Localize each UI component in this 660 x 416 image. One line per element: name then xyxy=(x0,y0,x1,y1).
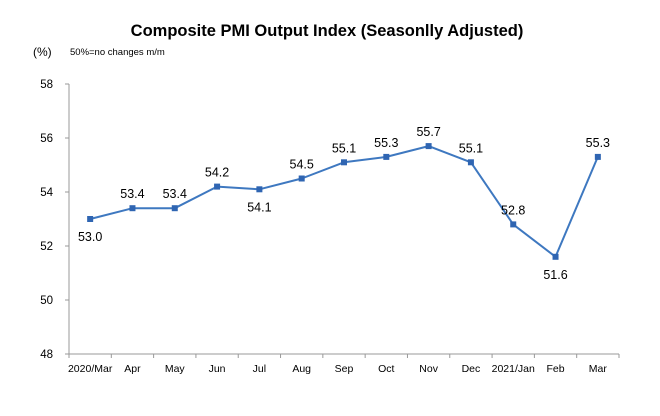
x-tick-label: Jun xyxy=(209,363,226,375)
data-label: 55.3 xyxy=(586,136,610,150)
chart-title: Composite PMI Output Index (Seasonlly Ad… xyxy=(131,22,524,40)
x-tick-label: 2020/Mar xyxy=(68,363,113,375)
chart-note: 50%=no changes m/m xyxy=(70,47,165,58)
data-label: 55.1 xyxy=(459,141,483,155)
data-point-marker xyxy=(171,205,178,212)
data-label: 54.5 xyxy=(290,158,314,172)
y-tick-label: 50 xyxy=(40,295,53,307)
y-axis-ticks: 48 50 52 54 56 58 xyxy=(40,79,69,361)
data-labels: 53.0 53.4 53.4 54.2 54.1 54.5 55.1 55.3 55.7 55.1… xyxy=(78,125,610,282)
data-label: 52.8 xyxy=(501,203,525,217)
y-tick-label: 52 xyxy=(40,241,53,253)
x-tick-label: Feb xyxy=(546,363,564,375)
data-point-marker xyxy=(510,221,517,228)
series-markers xyxy=(87,143,601,260)
data-point-marker xyxy=(552,253,559,260)
data-point-marker xyxy=(214,183,221,190)
data-label: 51.6 xyxy=(543,268,567,282)
data-label: 54.1 xyxy=(247,200,271,214)
y-tick-label: 58 xyxy=(40,79,53,91)
y-tick-label: 54 xyxy=(40,187,53,199)
x-tick-label: Dec xyxy=(462,363,481,375)
x-axis-ticks: 2020/Mar Apr May Jun Jul Aug Sep Oct Nov Dec 2021/… xyxy=(68,354,620,375)
x-tick-label: Oct xyxy=(378,363,394,375)
data-label: 55.1 xyxy=(332,141,356,155)
y-tick-label: 48 xyxy=(40,349,53,361)
data-point-marker xyxy=(594,153,601,160)
data-label: 55.7 xyxy=(416,125,440,139)
data-label: 53.4 xyxy=(163,187,187,201)
data-label: 53.4 xyxy=(120,187,144,201)
data-point-marker xyxy=(87,216,94,222)
y-tick-label: 56 xyxy=(40,133,53,145)
x-tick-label: Jul xyxy=(253,363,266,375)
data-point-marker xyxy=(256,186,263,193)
data-label: 54.2 xyxy=(205,166,229,180)
x-tick-label: 2021/Jan xyxy=(492,363,535,375)
x-tick-label: Aug xyxy=(292,363,311,375)
x-tick-label: Nov xyxy=(419,363,438,375)
data-label: 55.3 xyxy=(374,136,398,150)
data-point-marker xyxy=(425,143,432,150)
data-label: 53.0 xyxy=(78,230,102,244)
x-tick-label: Mar xyxy=(589,363,608,375)
x-tick-label: Sep xyxy=(335,363,354,375)
data-point-marker xyxy=(341,159,347,166)
x-tick-label: Apr xyxy=(124,363,141,375)
data-point-marker xyxy=(383,153,390,160)
unit-label: (%) xyxy=(33,45,52,59)
x-tick-label: May xyxy=(165,363,186,375)
data-point-marker xyxy=(467,159,474,166)
data-point-marker xyxy=(129,205,136,212)
data-point-marker xyxy=(298,175,305,182)
